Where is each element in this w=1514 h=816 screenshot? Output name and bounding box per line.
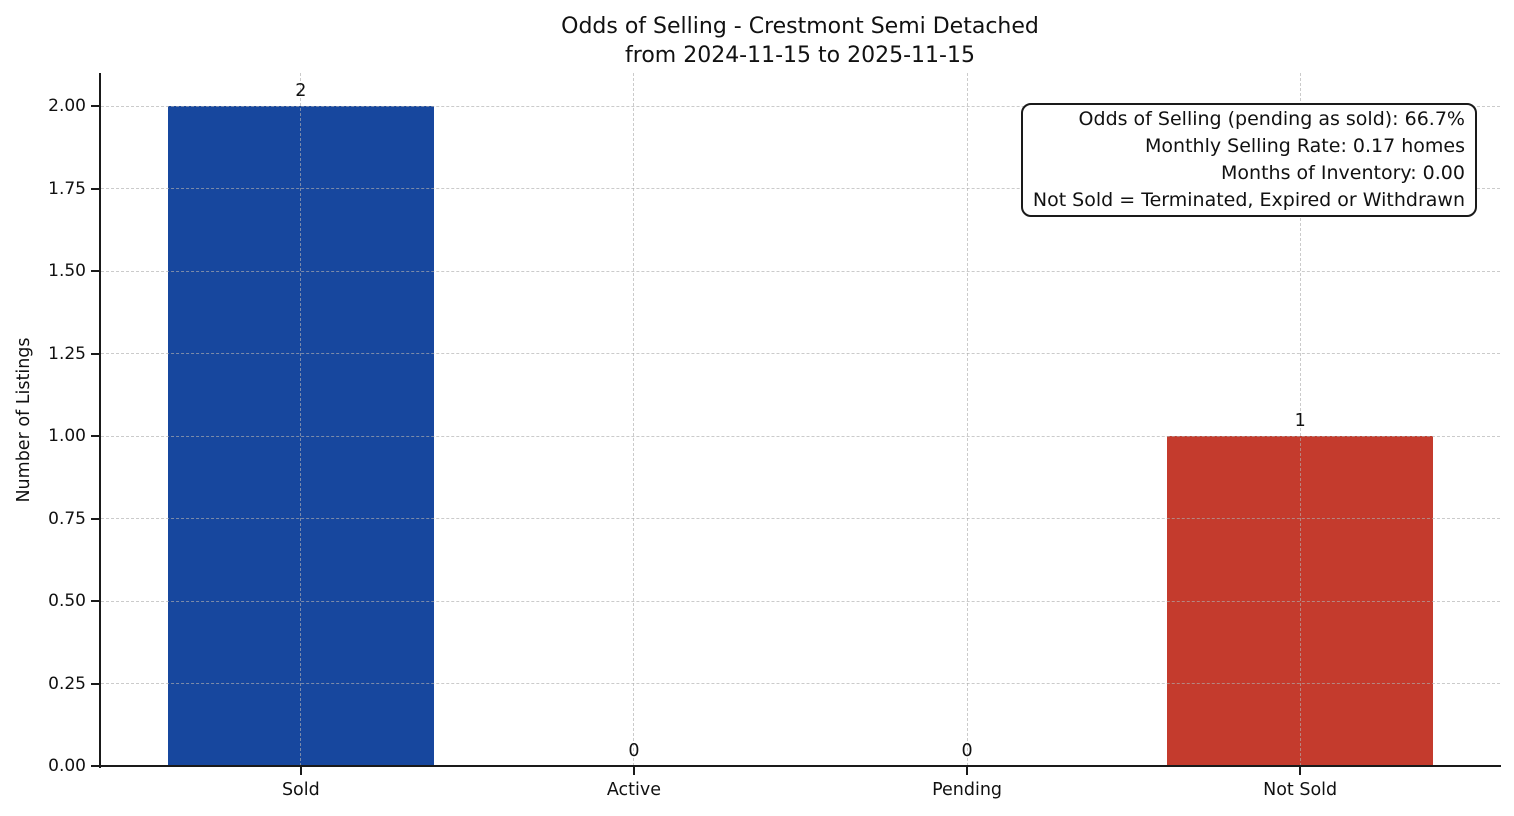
y-gridline (101, 683, 1500, 684)
annotation-not-sold-definition: Not Sold = Terminated, Expired or Withdr… (1032, 189, 1465, 211)
y-tick-mark (91, 600, 100, 602)
bar-value-label: 1 (1294, 411, 1306, 431)
y-gridline (101, 353, 1500, 354)
y-tick-mark (91, 517, 100, 520)
y-tick-label: 0.00 (48, 756, 86, 776)
x-tick-label: Not Sold (1263, 780, 1338, 800)
chart-title-line2: from 2024-11-15 to 2025-11-15 (625, 43, 975, 68)
y-tick-label: 1.50 (48, 261, 86, 281)
x-gridline (1299, 73, 1301, 766)
x-tick-label: Active (606, 780, 661, 800)
y-tick-label: 0.75 (48, 508, 86, 529)
y-gridline (101, 600, 1500, 602)
chart-title-line1: Odds of Selling - Crestmont Semi Detache… (561, 14, 1039, 39)
y-tick-label: 1.25 (48, 343, 86, 364)
y-gridline (101, 435, 1500, 437)
x-gridline (633, 73, 635, 766)
x-axis-spine (99, 765, 1501, 767)
x-tick-mark (1299, 766, 1302, 775)
y-tick-mark (91, 682, 100, 685)
x-gridline (300, 73, 302, 766)
y-tick-mark (91, 435, 100, 437)
x-tick-mark (966, 766, 969, 775)
x-tick-mark (299, 766, 302, 775)
bar-value-label: 0 (628, 741, 640, 761)
x-tick-mark (632, 766, 635, 775)
chart-title: Odds of Selling - Crestmont Semi Detache… (561, 12, 1039, 70)
y-tick-label: 1.00 (48, 426, 86, 446)
y-tick-label: 1.75 (48, 178, 86, 199)
y-gridline (101, 270, 1500, 272)
bar-value-label: 2 (295, 81, 307, 101)
annotation-months-of-inventory: Months of Inventory: 0.00 (1221, 162, 1465, 184)
bar-value-label: 0 (961, 741, 973, 761)
x-tick-label: Pending (932, 780, 1003, 800)
annotation-monthly-selling-rate: Monthly Selling Rate: 0.17 homes (1145, 135, 1465, 157)
y-tick-label: 0.25 (48, 673, 86, 694)
y-tick-mark (91, 765, 100, 767)
stats-annotation-box: Odds of Selling (pending as sold): 66.7%… (1020, 103, 1477, 217)
x-gridline (966, 73, 968, 766)
y-tick-mark (91, 187, 100, 190)
annotation-odds-of-selling: Odds of Selling (pending as sold): 66.7% (1078, 108, 1465, 130)
y-tick-mark (91, 352, 100, 355)
y-tick-label: 0.50 (48, 591, 86, 611)
y-gridline (101, 105, 1500, 107)
y-gridline (101, 188, 1500, 189)
y-tick-label: 2.00 (48, 96, 86, 116)
y-tick-mark (91, 270, 100, 272)
y-axis-spine (99, 73, 101, 768)
y-gridline (101, 518, 1500, 519)
y-tick-mark (91, 105, 100, 107)
x-tick-label: Sold (281, 780, 320, 800)
